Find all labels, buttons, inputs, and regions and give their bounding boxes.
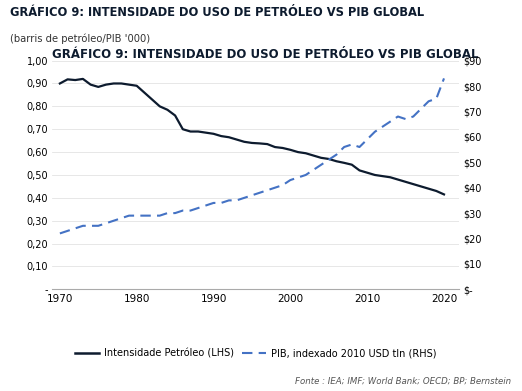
Text: Fonte : IEA; IMF; World Bank; OECD; BP; Bernstein: Fonte : IEA; IMF; World Bank; OECD; BP; … <box>295 376 512 385</box>
PIB, indexado 2010 USD tln (RHS) <box>180 208 186 213</box>
PIB, indexado 2010 USD tln (RHS) <box>433 96 440 101</box>
Intensidade Petróleo (LHS) <box>57 81 63 86</box>
Line: Intensidade Petróleo (LHS): Intensidade Petróleo (LHS) <box>60 79 444 194</box>
Intensidade Petróleo (LHS) <box>180 127 186 131</box>
Text: (barris de petróleo/PIB '000): (barris de petróleo/PIB '000) <box>10 33 150 44</box>
Intensidade Petróleo (LHS) <box>441 192 447 197</box>
PIB, indexado 2010 USD tln (RHS) <box>334 152 340 157</box>
Line: PIB, indexado 2010 USD tln (RHS): PIB, indexado 2010 USD tln (RHS) <box>60 78 444 233</box>
Intensidade Petróleo (LHS) <box>149 97 155 102</box>
Intensidade Petróleo (LHS) <box>318 156 324 160</box>
PIB, indexado 2010 USD tln (RHS) <box>310 167 316 172</box>
Intensidade Petróleo (LHS) <box>80 77 86 81</box>
Intensidade Petróleo (LHS) <box>433 188 440 193</box>
Intensidade Petróleo (LHS) <box>187 129 194 134</box>
Text: GRÁFICO 9: INTENSIDADE DO USO DE PETRÓLEO VS PIB GLOBAL: GRÁFICO 9: INTENSIDADE DO USO DE PETRÓLE… <box>52 48 479 61</box>
Text: GRÁFICO 9: INTENSIDADE DO USO DE PETRÓLEO VS PIB GLOBAL: GRÁFICO 9: INTENSIDADE DO USO DE PETRÓLE… <box>10 6 424 19</box>
PIB, indexado 2010 USD tln (RHS) <box>141 213 148 218</box>
Legend: Intensidade Petróleo (LHS), PIB, indexado 2010 USD tln (RHS): Intensidade Petróleo (LHS), PIB, indexad… <box>71 344 441 362</box>
PIB, indexado 2010 USD tln (RHS) <box>441 76 447 81</box>
Intensidade Petróleo (LHS) <box>341 160 347 165</box>
PIB, indexado 2010 USD tln (RHS) <box>57 231 63 236</box>
PIB, indexado 2010 USD tln (RHS) <box>172 211 178 215</box>
